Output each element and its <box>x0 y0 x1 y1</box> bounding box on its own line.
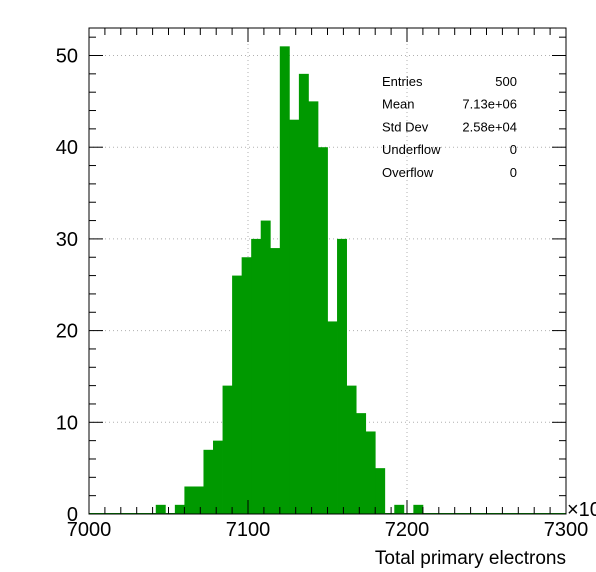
x-tick-label: 7300 <box>544 519 589 541</box>
stats-box-value: 500 <box>495 74 517 89</box>
stats-box-value: 2.58e+04 <box>462 119 517 134</box>
histogram-bar <box>222 385 233 514</box>
histogram-bar <box>317 147 328 514</box>
stats-box: Entries 500 Mean 7.13e+06 Std Dev 2.58e+04 Und… <box>382 74 517 180</box>
histogram-bar <box>203 449 214 514</box>
axis-ticks <box>88 28 567 515</box>
histogram-bar <box>174 504 185 514</box>
histogram-bar <box>193 486 204 514</box>
y-tick-label: 50 <box>56 46 78 68</box>
histogram-bar <box>260 220 271 514</box>
histogram-bar <box>232 275 243 514</box>
stats-box-label: Entries <box>382 74 423 89</box>
stats-box-value: 0 <box>510 165 517 180</box>
histogram-bar <box>337 238 347 515</box>
histogram-bars <box>89 46 566 515</box>
y-tick-label: 20 <box>56 321 78 343</box>
histogram-bar <box>241 257 252 514</box>
histogram-bar <box>375 468 386 514</box>
histogram-bar <box>184 486 195 514</box>
histogram-bar <box>298 73 309 514</box>
stats-box-label: Mean <box>382 97 415 112</box>
stats-box-label: Std Dev <box>382 119 429 134</box>
y-tick-label: 10 <box>56 412 78 434</box>
histogram-bar <box>327 321 338 514</box>
histogram-bar <box>356 413 367 514</box>
histogram-bar <box>413 504 424 514</box>
y-tick-label: 40 <box>56 137 78 159</box>
x-axis-label: Total primary electrons <box>375 548 566 569</box>
histogram-bar <box>346 385 357 514</box>
histogram-bar <box>289 119 300 514</box>
stats-box-value: 0 <box>510 142 517 157</box>
x-tick-label: 7200 <box>385 519 430 541</box>
histogram-bar <box>394 504 405 514</box>
y-tick-labels: 0 10 20 30 40 50 <box>56 46 78 526</box>
histogram-bar <box>213 440 223 514</box>
histogram-bar <box>155 504 166 514</box>
stats-box-label: Underflow <box>382 142 441 157</box>
histogram-bar <box>251 238 262 515</box>
x-axis-multiplier: ×10 <box>567 499 596 521</box>
histogram-bar <box>270 248 281 514</box>
x-tick-label: 7000 <box>67 519 112 541</box>
x-tick-label: 7100 <box>226 519 271 541</box>
histogram-bar <box>365 431 376 514</box>
y-tick-label: 0 <box>67 504 78 526</box>
histogram-bar <box>279 46 290 514</box>
y-tick-label: 30 <box>56 229 78 251</box>
x-tick-labels: 7000 7100 7200 7300 <box>67 519 589 541</box>
histogram-bar <box>308 101 319 514</box>
stats-box-label: Overflow <box>382 165 434 180</box>
stats-box-value: 7.13e+06 <box>462 97 517 112</box>
